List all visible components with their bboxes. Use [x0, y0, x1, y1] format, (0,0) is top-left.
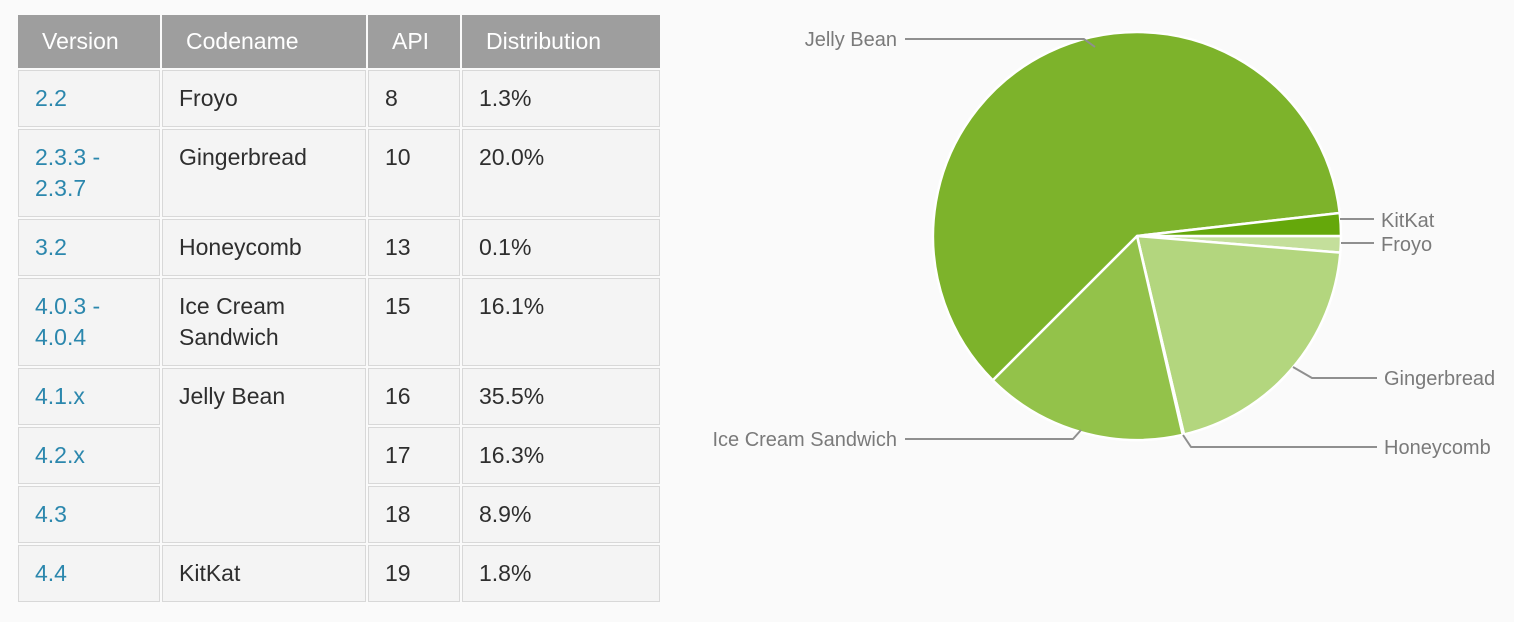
table-header-row: Version Codename API Distribution — [18, 15, 660, 68]
version-cell: 4.2.x — [18, 427, 160, 484]
codename-cell: Jelly Bean — [162, 368, 366, 543]
distribution-cell: 1.8% — [462, 545, 660, 602]
pie-label-froyo: Froyo — [1381, 234, 1432, 256]
version-link[interactable]: 3.2 — [35, 234, 67, 260]
table-row: 4.4 KitKat 19 1.8% — [18, 545, 660, 602]
table-row: 2.3.3 - 2.3.7 Gingerbread 10 20.0% — [18, 129, 660, 217]
distribution-cell: 16.3% — [462, 427, 660, 484]
version-link[interactable]: 4.1.x — [35, 383, 85, 409]
leader-ice-cream-sandwich — [905, 429, 1082, 440]
version-link[interactable]: 2.3.3 - 2.3.7 — [35, 144, 101, 201]
api-cell: 19 — [368, 545, 460, 602]
table-row: 3.2 Honeycomb 13 0.1% — [18, 219, 660, 276]
version-cell: 2.3.3 - 2.3.7 — [18, 129, 160, 217]
pie-slice-jelly-bean[interactable] — [931, 30, 1341, 382]
table-row: 4.1.x Jelly Bean 16 35.5% — [18, 368, 660, 543]
version-cell: 4.1.x — [18, 368, 160, 425]
api-cell: 15 — [368, 278, 460, 366]
header-api: API — [368, 15, 460, 68]
pie-slice-gingerbread[interactable] — [1135, 234, 1342, 436]
version-cell: 4.3 — [18, 486, 160, 543]
leader-jelly-bean — [905, 38, 1096, 48]
pie-label-jelly-bean: Jelly Bean — [805, 29, 897, 51]
pie-label-gingerbread: Gingerbread — [1384, 368, 1495, 390]
codename-cell: Ice Cream Sandwich — [162, 278, 366, 366]
header-version: Version — [18, 15, 160, 68]
leader-honeycomb — [1182, 434, 1377, 448]
api-cell: 18 — [368, 486, 460, 543]
version-link[interactable]: 4.4 — [35, 560, 67, 586]
version-cell: 4.0.3 - 4.0.4 — [18, 278, 160, 366]
codename-cell: Froyo — [162, 70, 366, 127]
header-codename: Codename — [162, 15, 366, 68]
pie-label-ice-cream-sandwich: Ice Cream Sandwich — [712, 429, 897, 451]
distribution-cell: 16.1% — [462, 278, 660, 366]
header-distribution: Distribution — [462, 15, 660, 68]
version-link[interactable]: 2.2 — [35, 85, 67, 111]
api-cell: 16 — [368, 368, 460, 425]
table-row: 4.2.x 17 16.3% — [18, 427, 660, 484]
pie-slice-kitkat[interactable] — [1135, 211, 1343, 238]
distribution-cell: 8.9% — [462, 486, 660, 543]
version-cell: 3.2 — [18, 219, 160, 276]
api-cell: 13 — [368, 219, 460, 276]
distribution-cell: 35.5% — [462, 368, 660, 425]
version-cell: 4.4 — [18, 545, 160, 602]
version-link[interactable]: 4.2.x — [35, 442, 85, 468]
distribution-cell: 0.1% — [462, 219, 660, 276]
version-distribution-table: Version Codename API Distribution 2.2 Fr… — [16, 13, 662, 604]
distribution-cell: 1.3% — [462, 70, 660, 127]
pie-label-kitkat: KitKat — [1381, 210, 1435, 232]
version-link[interactable]: 4.0.3 - 4.0.4 — [35, 293, 101, 350]
distribution-cell: 20.0% — [462, 129, 660, 217]
table-row: 2.2 Froyo 8 1.3% — [18, 70, 660, 127]
codename-cell: Honeycomb — [162, 219, 366, 276]
pie-slices — [931, 30, 1343, 442]
table-row: 4.0.3 - 4.0.4 Ice Cream Sandwich 15 16.1… — [18, 278, 660, 366]
version-cell: 2.2 — [18, 70, 160, 127]
pie-slice-ice-cream-sandwich[interactable] — [991, 234, 1184, 442]
api-cell: 10 — [368, 129, 460, 217]
api-cell: 17 — [368, 427, 460, 484]
version-link[interactable]: 4.3 — [35, 501, 67, 527]
codename-cell: Gingerbread — [162, 129, 366, 217]
codename-cell: KitKat — [162, 545, 366, 602]
pie-label-honeycomb: Honeycomb — [1384, 437, 1491, 459]
table-row: 4.3 18 8.9% — [18, 486, 660, 543]
leader-gingerbread — [1292, 366, 1377, 379]
api-cell: 8 — [368, 70, 460, 127]
